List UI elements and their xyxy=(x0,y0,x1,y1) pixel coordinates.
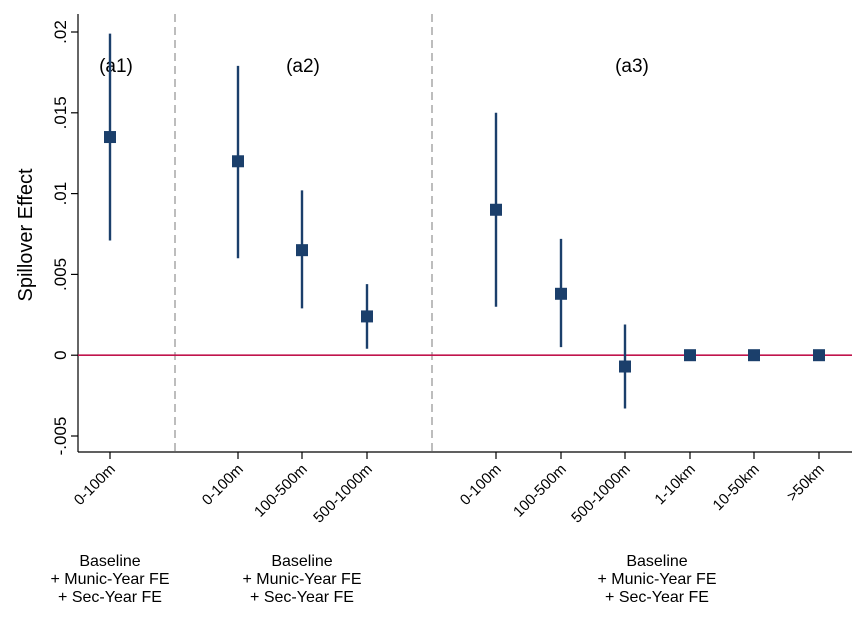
point-marker xyxy=(619,360,631,373)
spec-label: + Sec-Year FE xyxy=(58,589,162,606)
x-tick-label: >50km xyxy=(784,461,828,505)
y-tick-label: .02 xyxy=(51,20,70,44)
x-tick-label: 1-10km xyxy=(651,461,698,508)
panel-label: (a2) xyxy=(286,56,320,77)
spec-label: + Munic-Year FE xyxy=(597,571,716,588)
y-tick-label: 0 xyxy=(51,350,70,359)
point-marker xyxy=(555,287,567,300)
spec-label: Baseline xyxy=(79,553,140,570)
point-marker xyxy=(104,131,116,144)
spec-label: + Sec-Year FE xyxy=(250,589,354,606)
point-marker xyxy=(296,244,308,257)
point-marker xyxy=(361,310,373,323)
panel-label: (a3) xyxy=(615,56,649,77)
y-tick-label: -.005 xyxy=(51,417,70,456)
y-axis-label: Spillover Effect xyxy=(15,168,37,301)
x-tick-label: 0-100m xyxy=(199,461,247,509)
spec-label: + Munic-Year FE xyxy=(242,571,361,588)
y-tick-label: .005 xyxy=(51,258,70,291)
point-marker xyxy=(490,203,502,216)
y-tick-label: .01 xyxy=(51,182,70,206)
point-marker xyxy=(813,349,825,362)
x-tick-label: 100-500m xyxy=(251,461,311,521)
point-marker xyxy=(684,349,696,362)
x-tick-label: 0-100m xyxy=(457,461,505,509)
point-marker xyxy=(748,349,760,362)
panel-label: (a1) xyxy=(99,56,133,77)
x-tick-label: 10-50km xyxy=(710,461,763,514)
x-tick-label: 0-100m xyxy=(71,461,119,509)
x-tick-label: 500-1000m xyxy=(568,461,634,527)
x-tick-label: 100-500m xyxy=(510,461,570,521)
point-marker xyxy=(232,155,244,168)
spec-label: + Sec-Year FE xyxy=(605,589,709,606)
x-tick-label: 500-1000m xyxy=(310,461,376,527)
spec-label: Baseline xyxy=(271,553,332,570)
spec-label: Baseline xyxy=(626,553,687,570)
y-tick-label: .015 xyxy=(51,96,70,129)
spec-label: + Munic-Year FE xyxy=(50,571,169,588)
